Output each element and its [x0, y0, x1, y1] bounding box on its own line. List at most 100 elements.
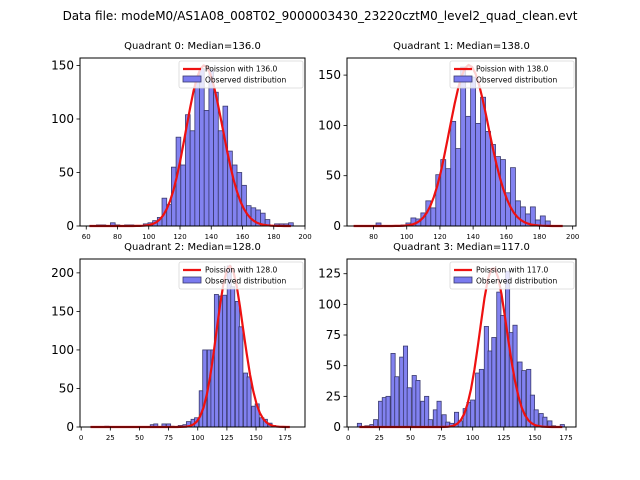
- legend: Poission with 136.0 Observed distribution: [178, 60, 304, 89]
- x-tick-label: 200: [566, 233, 579, 241]
- axes-frame: [79, 258, 306, 428]
- histogram-bar: [475, 122, 481, 227]
- histogram-bar: [199, 68, 205, 227]
- histogram-bar: [470, 399, 476, 428]
- histogram-bar: [189, 130, 196, 227]
- quadrant-0-axes: Quadrant 0: Median=136.0 0 50 100 150 60 80 100…: [51, 41, 312, 241]
- histogram-bar: [478, 368, 484, 428]
- histogram-bar: [385, 395, 391, 428]
- x-tick-label: 0: [79, 434, 83, 442]
- y-tick-label: 0: [333, 219, 341, 233]
- x-tick-label: 150: [528, 434, 541, 442]
- histogram-bar: [180, 164, 186, 227]
- histogram-bar: [455, 148, 462, 227]
- legend-bar-swatch: [453, 75, 473, 83]
- histogram-bar: [202, 349, 208, 428]
- y-tick-label: 100: [318, 118, 341, 132]
- x-tick-label: 120: [173, 233, 186, 241]
- x-tick-label: 25: [106, 434, 115, 442]
- histogram-bar: [230, 286, 236, 428]
- y-tick-label: 25: [326, 389, 341, 403]
- y-tick-label: 100: [51, 343, 74, 357]
- histogram-bar: [450, 120, 457, 227]
- legend-label-observed: Observed distribution: [476, 76, 557, 85]
- x-tick-label: 75: [164, 434, 173, 442]
- y-tick-label: 0: [66, 219, 74, 233]
- legend-frame: [449, 60, 575, 89]
- histogram-bar: [222, 105, 229, 227]
- x-tick-label: 140: [466, 233, 479, 241]
- histogram-bar: [203, 110, 210, 227]
- histogram-bar: [415, 380, 421, 428]
- legend-frame: [449, 261, 575, 290]
- histogram-bar: [460, 66, 467, 227]
- legend: Poission with 138.0 Observed distribution: [449, 60, 575, 89]
- legend-label-observed: Observed distribution: [205, 277, 286, 286]
- y-tick-label: 50: [59, 165, 74, 179]
- legend-bar-swatch: [453, 276, 473, 284]
- x-tick-label: 180: [533, 233, 546, 241]
- histogram-bar: [445, 168, 452, 227]
- x-tick-label: 175: [559, 434, 572, 442]
- histogram-bar: [430, 207, 437, 227]
- poisson-curve: [90, 264, 290, 429]
- axes-frame: [79, 57, 306, 227]
- y-tick-label: 50: [326, 169, 341, 183]
- x-tick-label: 180: [267, 233, 280, 241]
- legend-label-poisson: Poission with 128.0: [205, 266, 278, 275]
- legend: Poission with 117.0 Observed distribution: [449, 261, 575, 290]
- x-tick-label: 80: [113, 233, 122, 241]
- x-tick-label: 80: [369, 233, 378, 241]
- histogram-bar: [539, 215, 546, 227]
- histogram-bar: [208, 69, 214, 227]
- x-tick-label: 100: [142, 233, 155, 241]
- x-tick-label: 0: [346, 434, 350, 442]
- x-tick-label: 25: [375, 434, 384, 442]
- axes-title: Quadrant 2: Median=128.0: [124, 242, 261, 253]
- histogram-bar: [217, 130, 224, 227]
- x-tick-label: 125: [497, 434, 510, 442]
- histogram-bar: [515, 200, 521, 227]
- x-tick-label: 50: [406, 434, 415, 442]
- histogram-bar: [529, 206, 536, 227]
- y-tick-label: 50: [59, 381, 74, 395]
- y-tick-label: 150: [318, 68, 341, 82]
- histogram-bar: [500, 315, 506, 428]
- legend-label-poisson: Poission with 138.0: [476, 65, 549, 74]
- quadrant-1-axes: Quadrant 1: Median=138.0 0 50 100 150 80 100 12…: [318, 41, 579, 241]
- axes-title: Quadrant 3: Median=117.0: [393, 242, 530, 253]
- legend-label-poisson: Poission with 117.0: [476, 266, 549, 275]
- histogram-bar: [542, 416, 548, 428]
- y-tick-label: 75: [326, 328, 341, 342]
- x-tick-label: 100: [191, 434, 204, 442]
- histogram-bar: [470, 76, 477, 227]
- histogram-bar: [521, 370, 527, 428]
- histogram-bar: [250, 207, 257, 227]
- y-tick-label: 125: [318, 267, 341, 281]
- x-tick-label: 60: [82, 233, 91, 241]
- figure-suptitle: Data file: modeM0/AS1A08_008T02_90000034…: [62, 9, 578, 23]
- y-tick-label: 0: [333, 420, 341, 434]
- histogram-bar: [406, 387, 412, 428]
- x-tick-label: 100: [400, 233, 413, 241]
- x-tick-label: 150: [249, 434, 262, 442]
- x-tick-label: 175: [278, 434, 291, 442]
- y-tick-label: 150: [51, 58, 74, 72]
- histogram-bar: [373, 419, 379, 428]
- quadrant-2-axes: Quadrant 2: Median=128.0 0 50 100 150 200 0 25 5…: [51, 242, 306, 442]
- legend-label-observed: Observed distribution: [476, 277, 557, 286]
- x-tick-label: 160: [236, 233, 249, 241]
- legend-label-observed: Observed distribution: [205, 76, 286, 85]
- x-tick-label: 160: [500, 233, 513, 241]
- histogram-bar: [465, 115, 472, 227]
- x-tick-label: 200: [298, 233, 311, 241]
- x-tick-label: 75: [437, 434, 446, 442]
- histogram-bar: [427, 419, 433, 428]
- legend: Poission with 128.0 Observed distribution: [178, 261, 304, 290]
- quadrant-3-axes: Quadrant 3: Median=117.0 0 25 50 75 100 125 0 25…: [318, 242, 577, 442]
- axes-title: Quadrant 1: Median=138.0: [393, 41, 530, 52]
- histogram-bar: [436, 400, 442, 428]
- histogram-bar: [480, 96, 486, 227]
- y-tick-label: 0: [66, 420, 74, 434]
